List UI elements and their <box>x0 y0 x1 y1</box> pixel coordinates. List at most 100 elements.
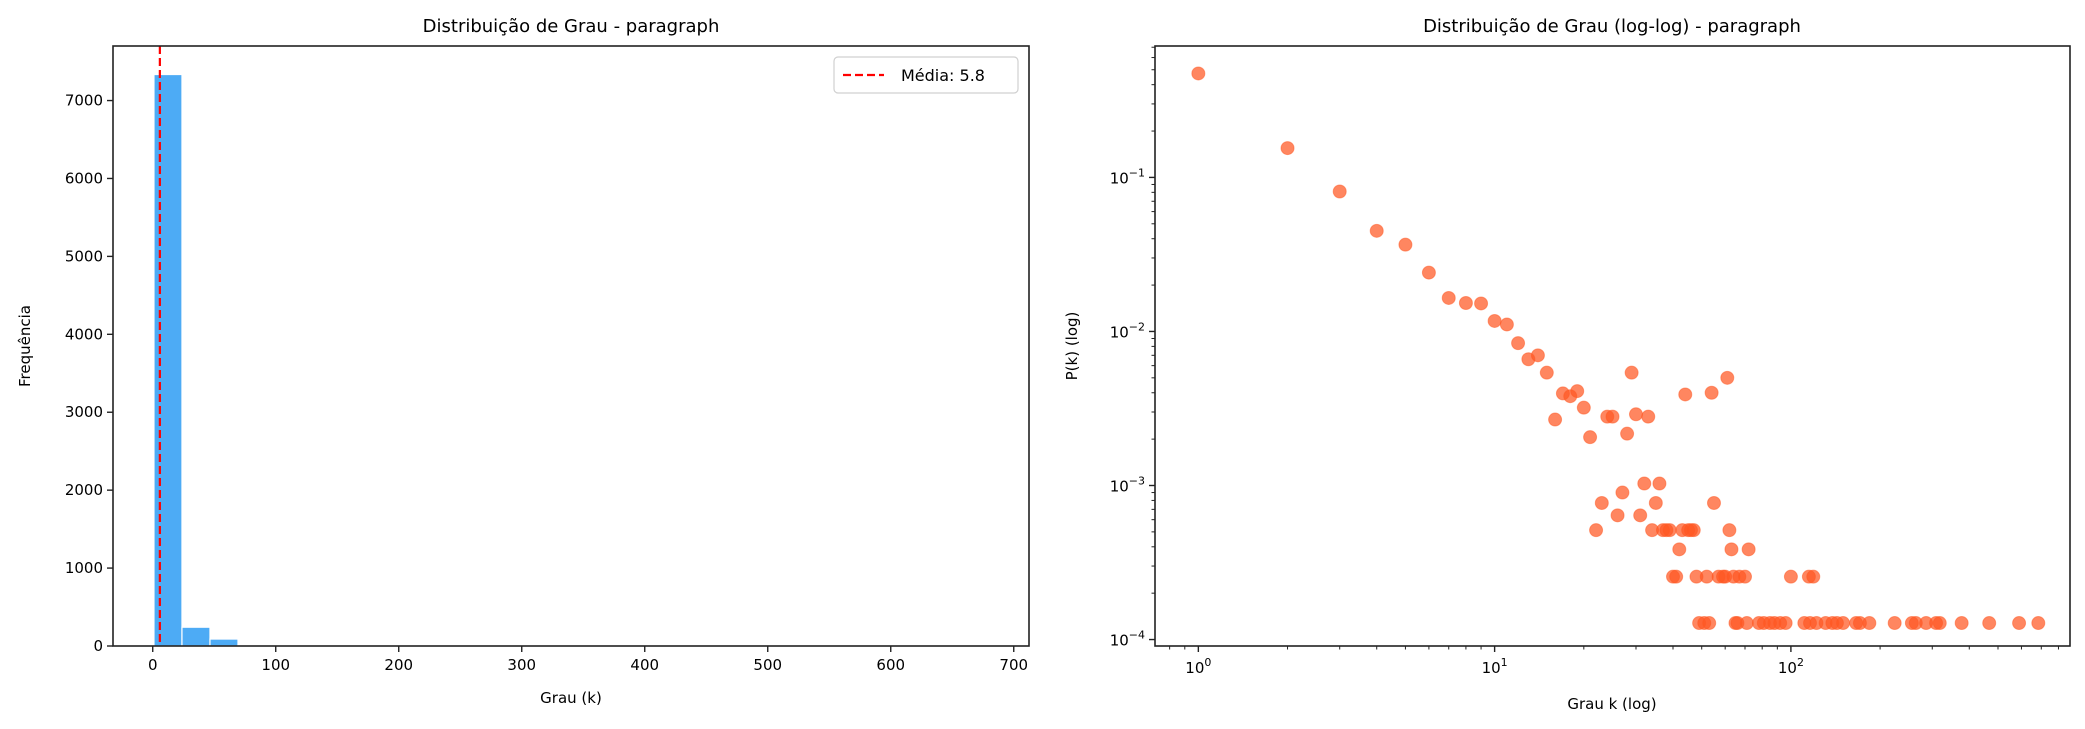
x-tick-label: 300 <box>507 656 536 674</box>
x-tick-label: 400 <box>630 656 659 674</box>
y-tick-label: 10−4 <box>1110 629 1145 650</box>
scatter-point <box>1511 336 1526 351</box>
loglog-xlabel: Grau k (log) <box>1567 695 1656 713</box>
histogram-title: Distribuição de Grau - paragraph <box>423 16 720 37</box>
y-tick-label: 5000 <box>65 247 103 265</box>
scatter-point <box>1954 616 1969 631</box>
scatter-point <box>1741 542 1756 557</box>
scatter-point <box>1458 296 1473 311</box>
y-tick-label: 10−1 <box>1110 166 1145 187</box>
scatter-point <box>1605 409 1620 424</box>
y-tick-label: 6000 <box>65 169 103 187</box>
y-tick-label: 4000 <box>65 325 103 343</box>
y-tick-label: 2000 <box>65 481 103 499</box>
scatter-point <box>1783 569 1798 584</box>
scatter-point <box>1583 430 1598 445</box>
scatter-point <box>1620 426 1635 441</box>
scatter-point <box>2031 616 2046 631</box>
scatter-point <box>1530 348 1545 363</box>
scatter-point <box>1398 237 1413 252</box>
scatter-point <box>1706 495 1721 510</box>
scatter-point <box>1441 290 1456 305</box>
x-tick-label: 101 <box>1482 656 1508 677</box>
scatter-point <box>1887 616 1902 631</box>
y-tick-label: 7000 <box>65 92 103 110</box>
scatter-point <box>1704 385 1719 400</box>
scatter-point <box>1280 141 1295 156</box>
scatter-point <box>1594 495 1609 510</box>
scatter-point <box>1610 508 1625 523</box>
scatter-point <box>1982 616 1997 631</box>
histogram-ylabel: Frequência <box>16 305 34 387</box>
histogram-bars <box>153 46 995 647</box>
x-tick-label: 600 <box>876 656 905 674</box>
loglog-ticks: 100 101 102 10−4 10−3 10−2 10−1 <box>1110 46 2059 677</box>
loglog-title: Distribuição de Grau (log-log) - paragra… <box>1423 16 1801 37</box>
y-tick-label: 3000 <box>65 403 103 421</box>
loglog-ylabel: P(k) (log) <box>1063 312 1081 381</box>
scatter-point <box>1615 485 1630 500</box>
x-tick-label: 700 <box>999 656 1028 674</box>
scatter-point <box>1724 542 1739 557</box>
scatter-point <box>1739 616 1754 631</box>
scatter-point <box>1474 296 1489 311</box>
scatter-point <box>1589 523 1604 538</box>
scatter-point <box>1669 569 1684 584</box>
scatter-point <box>1722 523 1737 538</box>
scatter-point <box>1499 317 1514 332</box>
histogram-axes: Distribuição de Grau - paragraph 0 100 200… <box>16 16 1030 707</box>
y-tick-label: 1000 <box>65 559 103 577</box>
histogram-xlabel: Grau (k) <box>540 689 602 707</box>
x-tick-label: 0 <box>148 656 158 674</box>
scatter-point <box>1548 412 1563 427</box>
scatter-point <box>1720 370 1735 385</box>
scatter-point <box>1738 569 1753 584</box>
scatter-point <box>1662 523 1677 538</box>
x-tick-label: 102 <box>1778 656 1804 677</box>
y-tick-label: 0 <box>93 637 103 655</box>
x-tick-label: 100 <box>261 656 290 674</box>
histogram-ticks: 0 100 200 300 400 500 600 700010002000300040005… <box>65 92 1028 674</box>
scatter-point <box>1191 66 1206 81</box>
scatter-point <box>1648 495 1663 510</box>
scatter-point <box>1369 223 1384 238</box>
scatter-point <box>1628 407 1643 422</box>
legend: Média: 5.8 <box>833 56 1019 94</box>
scatter-point <box>2012 616 2027 631</box>
scatter-points <box>1191 66 2046 631</box>
scatter-point <box>1539 365 1554 380</box>
histogram-bar <box>181 626 211 647</box>
scatter-point <box>1778 616 1793 631</box>
scatter-point <box>1637 476 1652 491</box>
x-tick-label: 200 <box>384 656 413 674</box>
scatter-point <box>1672 542 1687 557</box>
scatter-point <box>1836 616 1851 631</box>
legend-label: Média: 5.8 <box>901 66 985 85</box>
loglog-frame <box>1154 45 2071 647</box>
scatter-point <box>1806 569 1821 584</box>
scatter-point <box>1487 313 1502 328</box>
scatter-point <box>1624 365 1639 380</box>
scatter-point <box>1686 523 1701 538</box>
scatter-point <box>1862 616 1877 631</box>
y-tick-label: 10−2 <box>1110 320 1145 341</box>
scatter-point <box>1570 384 1585 399</box>
histogram-frame <box>112 45 1030 647</box>
y-tick-label: 10−3 <box>1110 474 1145 495</box>
legend-box <box>833 56 1019 94</box>
scatter-point <box>1332 184 1347 199</box>
histogram-bar <box>209 638 239 647</box>
scatter-point <box>1633 508 1648 523</box>
scatter-point <box>1641 409 1656 424</box>
scatter-point <box>1678 387 1693 402</box>
scatter-point <box>1421 265 1436 280</box>
scatter-point <box>1576 400 1591 415</box>
x-tick-label: 500 <box>753 656 782 674</box>
scatter-point <box>1652 476 1667 491</box>
loglog-axes: Distribuição de Grau (log-log) - paragra… <box>1063 16 2071 713</box>
histogram-bar <box>153 73 183 647</box>
x-tick-label: 100 <box>1185 656 1211 677</box>
scatter-point <box>1699 569 1714 584</box>
scatter-point <box>1702 616 1717 631</box>
